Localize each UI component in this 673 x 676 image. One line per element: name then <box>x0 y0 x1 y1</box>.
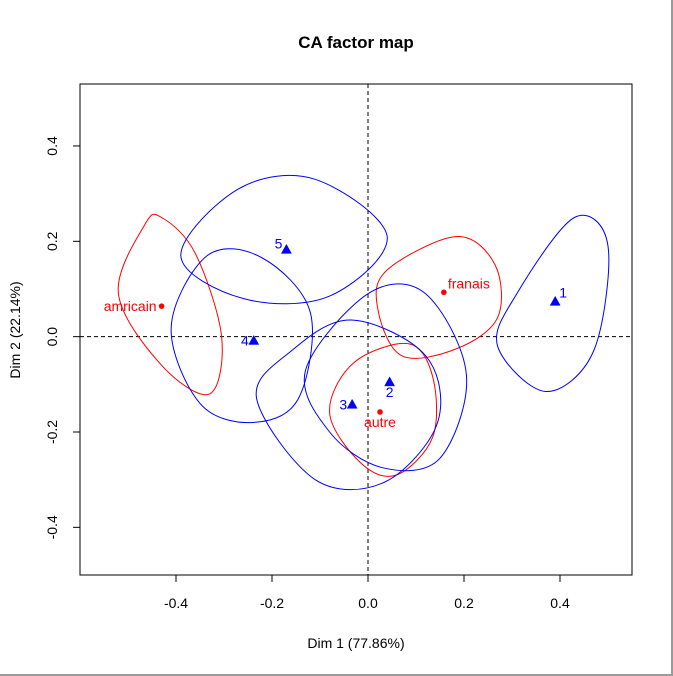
point-5 <box>280 243 292 254</box>
ellipse-2 <box>303 283 468 472</box>
ellipse-1 <box>496 214 610 393</box>
point-franais <box>441 289 447 296</box>
point-label-1: 1 <box>559 284 567 300</box>
x-tick-label: 0.0 <box>358 595 378 611</box>
point-4 <box>248 334 260 345</box>
x-tick-label: 0.2 <box>454 595 474 611</box>
x-tick-label: 0.4 <box>550 595 570 611</box>
x-axis-label: Dim 1 (77.86%) <box>307 635 404 651</box>
reference-lines <box>80 84 632 575</box>
ellipse-3 <box>255 319 442 491</box>
ellipse-autre <box>329 342 438 477</box>
point-label-autre: autre <box>364 414 396 430</box>
y-tick-label: -0.4 <box>44 515 60 539</box>
point-label-5: 5 <box>275 235 283 251</box>
point-label-amricain: amricain <box>104 298 157 314</box>
point-labels: amricain franais autre 1 2 3 4 5 <box>104 235 568 430</box>
point-label-2: 2 <box>386 384 394 400</box>
point-autre <box>377 409 383 415</box>
y-tick-label: 0.0 <box>44 327 60 347</box>
point-3 <box>346 398 358 409</box>
point-amricain <box>158 303 165 309</box>
data-points <box>158 243 561 415</box>
y-tick-label: -0.2 <box>44 420 60 444</box>
y-axis-label: Dim 2 (22.14%) <box>7 281 23 378</box>
point-label-4: 4 <box>241 332 249 348</box>
ellipse-4 <box>170 248 313 424</box>
chart-title: CA factor map <box>298 33 414 52</box>
ellipse-franais <box>375 235 502 359</box>
point-label-3: 3 <box>339 396 347 412</box>
point-2 <box>384 376 396 387</box>
y-tick-label: 0.4 <box>44 136 60 156</box>
point-label-franais: franais <box>448 275 490 291</box>
x-tick-label: -0.2 <box>260 595 284 611</box>
plot-area <box>79 83 633 576</box>
point-1 <box>549 295 561 306</box>
y-axis: -0.4 -0.2 0.0 0.2 0.4 <box>44 136 81 539</box>
y-tick-label: 0.2 <box>44 231 60 251</box>
ellipse-5 <box>180 174 388 305</box>
x-axis: -0.4 -0.2 0.0 0.2 0.4 <box>164 574 570 611</box>
ellipse-amricain <box>117 213 223 396</box>
x-tick-label: -0.4 <box>164 595 188 611</box>
confidence-ellipses <box>117 174 610 491</box>
